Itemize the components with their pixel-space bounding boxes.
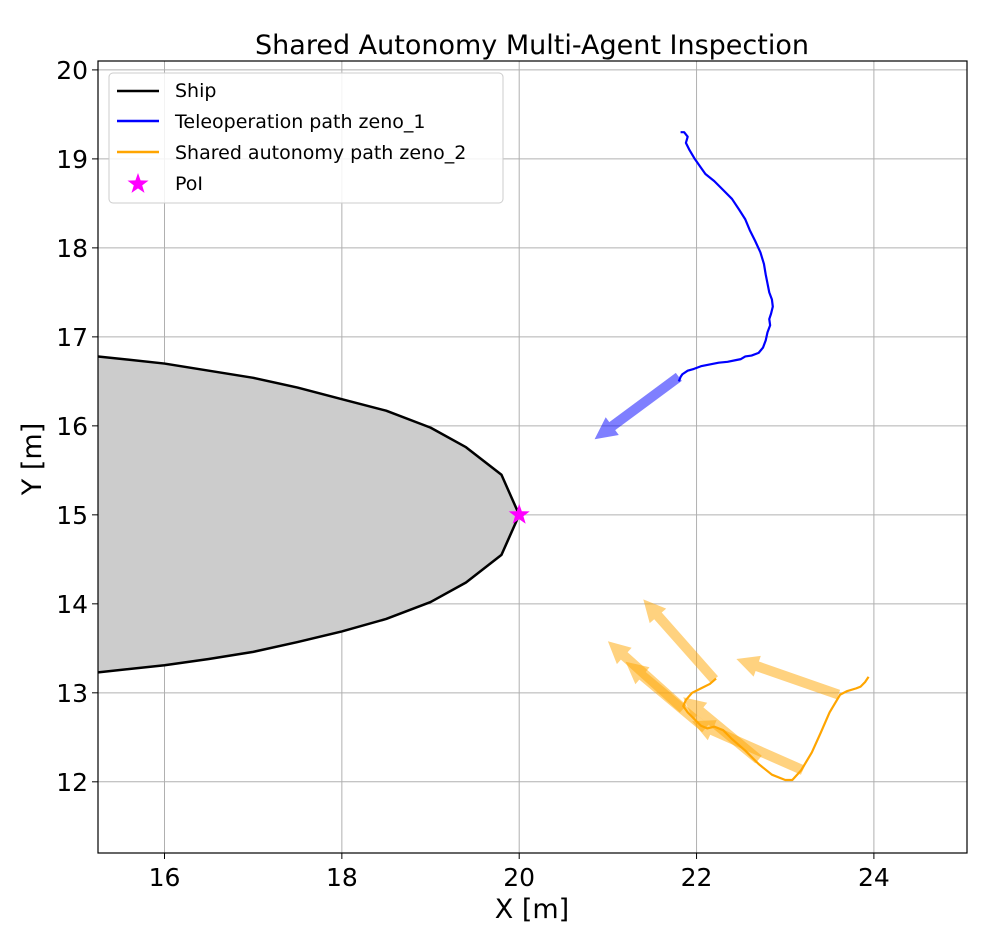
ship-hull-fill bbox=[98, 356, 520, 673]
y-tick-label: 18 bbox=[56, 234, 88, 263]
legend-label-poi: PoI bbox=[175, 173, 203, 195]
legend-label-ship: Ship bbox=[175, 80, 216, 102]
direction-arrow bbox=[594, 372, 682, 440]
y-tick-label: 16 bbox=[56, 412, 88, 441]
y-tick-label: 15 bbox=[56, 501, 88, 530]
plot-area bbox=[98, 131, 870, 782]
teleoperation-path-line bbox=[677, 131, 774, 382]
direction-arrow bbox=[736, 655, 841, 700]
legend-box bbox=[108, 72, 504, 204]
x-tick-label: 24 bbox=[858, 863, 890, 892]
axes-frame bbox=[97, 60, 968, 854]
y-tick-label: 14 bbox=[56, 590, 88, 619]
y-tick-label: 12 bbox=[56, 768, 88, 797]
y-tick-label: 19 bbox=[56, 145, 88, 174]
y-tick-label: 17 bbox=[56, 323, 88, 352]
legend-swatch-poi bbox=[127, 173, 149, 193]
x-tick-label: 16 bbox=[149, 863, 181, 892]
y-tick-label: 20 bbox=[56, 56, 88, 85]
marker-layer bbox=[508, 503, 530, 524]
chart-title: Shared Autonomy Multi-Agent Inspection bbox=[255, 30, 809, 61]
shared-autonomy-path-line bbox=[682, 676, 870, 782]
path-layer bbox=[677, 131, 870, 782]
tick-layer: 16 18 20 22 24 12 13 14 15 16 17 18 19 20 bbox=[56, 56, 890, 892]
direction-arrow bbox=[625, 661, 709, 733]
legend-label-shared: Shared autonomy path zeno_2 bbox=[175, 142, 466, 164]
x-tick-label: 18 bbox=[326, 863, 358, 892]
direction-arrow bbox=[643, 599, 718, 683]
legend-label-teleop: Teleoperation path zeno_1 bbox=[174, 111, 425, 133]
x-axis-label: X [m] bbox=[495, 894, 569, 925]
x-tick-label: 20 bbox=[503, 863, 535, 892]
y-tick-label: 13 bbox=[56, 679, 88, 708]
legend: Ship Teleoperation path zeno_1 Shared au… bbox=[108, 72, 504, 204]
y-axis-label: Y [m] bbox=[17, 423, 48, 496]
poi-marker bbox=[508, 503, 530, 524]
x-tick-label: 22 bbox=[681, 863, 713, 892]
